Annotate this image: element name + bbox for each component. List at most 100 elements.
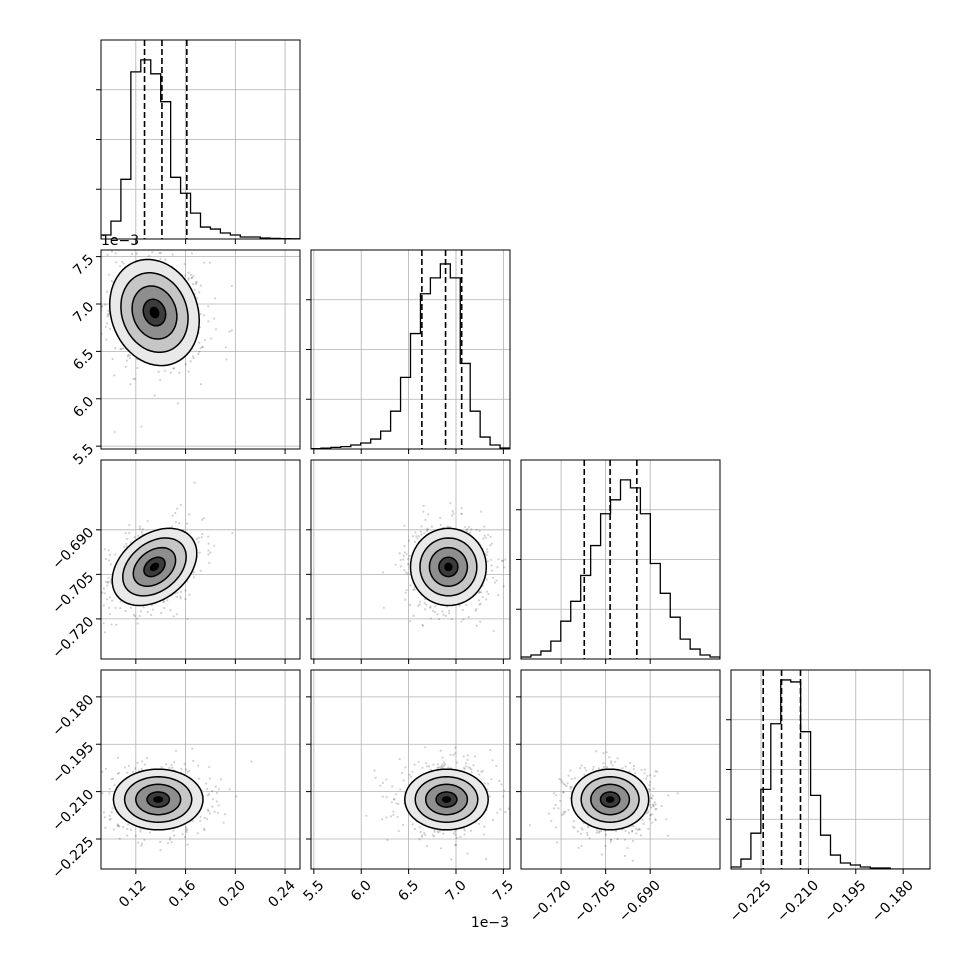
data-point	[555, 826, 558, 829]
data-point	[381, 795, 384, 798]
data-point	[433, 611, 436, 614]
data-point	[206, 787, 209, 791]
data-point	[128, 523, 131, 527]
data-point	[114, 347, 117, 350]
data-point	[411, 770, 414, 773]
data-point	[424, 598, 427, 601]
data-point	[486, 782, 490, 785]
data-point	[643, 768, 646, 771]
data-point	[230, 329, 233, 332]
data-point	[475, 624, 478, 627]
data-point	[203, 261, 206, 264]
data-point	[95, 330, 97, 332]
data-point	[441, 766, 444, 769]
data-point	[561, 781, 564, 784]
data-point	[415, 535, 418, 538]
data-point	[647, 811, 650, 814]
data-point	[127, 764, 130, 767]
data-point	[106, 581, 110, 584]
contour-line	[438, 556, 459, 578]
data-point	[186, 843, 189, 846]
data-point	[641, 818, 644, 822]
data-point	[143, 763, 146, 766]
data-point	[437, 831, 440, 834]
data-point	[420, 525, 423, 528]
data-point	[409, 584, 412, 587]
data-point	[176, 591, 179, 595]
data-point	[478, 822, 481, 826]
data-point	[404, 591, 407, 594]
data-point	[129, 541, 132, 544]
data-point	[406, 557, 410, 561]
data-point	[469, 531, 472, 534]
data-point	[151, 251, 154, 254]
contour-line	[409, 527, 488, 607]
x-tick-label: 5.5	[301, 877, 328, 904]
data-point	[202, 314, 206, 317]
data-point	[213, 297, 217, 300]
data-point	[89, 299, 91, 301]
data-point	[190, 276, 194, 280]
data-point	[480, 510, 483, 513]
data-point	[402, 779, 405, 782]
data-point	[404, 766, 407, 769]
data-point	[556, 841, 559, 844]
data-point	[627, 831, 631, 834]
data-point	[426, 527, 429, 530]
data-point	[492, 576, 495, 579]
data-point	[98, 595, 100, 597]
data-point	[183, 762, 186, 766]
data-point	[203, 829, 206, 832]
data-point	[455, 836, 458, 839]
data-point	[486, 590, 489, 593]
data-point	[466, 527, 469, 531]
data-point	[159, 251, 162, 254]
data-point	[477, 599, 481, 602]
data-point	[459, 512, 463, 515]
data-point	[496, 811, 499, 814]
data-point	[550, 820, 553, 823]
data-point	[107, 549, 110, 552]
data-point	[421, 624, 425, 627]
data-point	[128, 532, 131, 535]
data-point	[648, 788, 651, 792]
data-point	[448, 609, 451, 612]
histogram-series	[521, 479, 720, 659]
data-point	[579, 767, 582, 770]
data-point	[493, 581, 496, 584]
data-point	[560, 779, 563, 782]
data-point	[186, 522, 189, 525]
data-point	[150, 613, 153, 617]
data-point	[600, 853, 604, 856]
data-point	[484, 536, 487, 539]
data-point	[402, 558, 405, 561]
data-point	[117, 772, 121, 775]
data-point	[172, 367, 175, 370]
panel-content	[311, 460, 510, 659]
data-point	[468, 525, 471, 528]
data-point	[652, 803, 655, 806]
data-point	[403, 524, 406, 527]
data-point	[201, 518, 204, 521]
data-point	[405, 589, 408, 592]
data-point	[108, 814, 111, 817]
data-point	[591, 768, 595, 771]
data-point	[393, 797, 396, 801]
data-point	[86, 593, 88, 595]
data-point	[213, 544, 216, 547]
data-point	[634, 827, 638, 830]
data-point	[602, 762, 605, 765]
data-point	[463, 827, 466, 830]
data-point	[170, 841, 173, 844]
data-point	[446, 525, 449, 528]
data-point	[563, 783, 567, 787]
data-point	[104, 303, 107, 306]
data-point	[102, 622, 105, 625]
data-point	[148, 831, 152, 834]
x-tick-label: −0.705	[571, 877, 619, 925]
data-point	[652, 804, 655, 807]
data-point	[106, 322, 109, 325]
data-point	[608, 756, 611, 759]
data-point	[439, 749, 442, 752]
data-point	[199, 819, 202, 822]
